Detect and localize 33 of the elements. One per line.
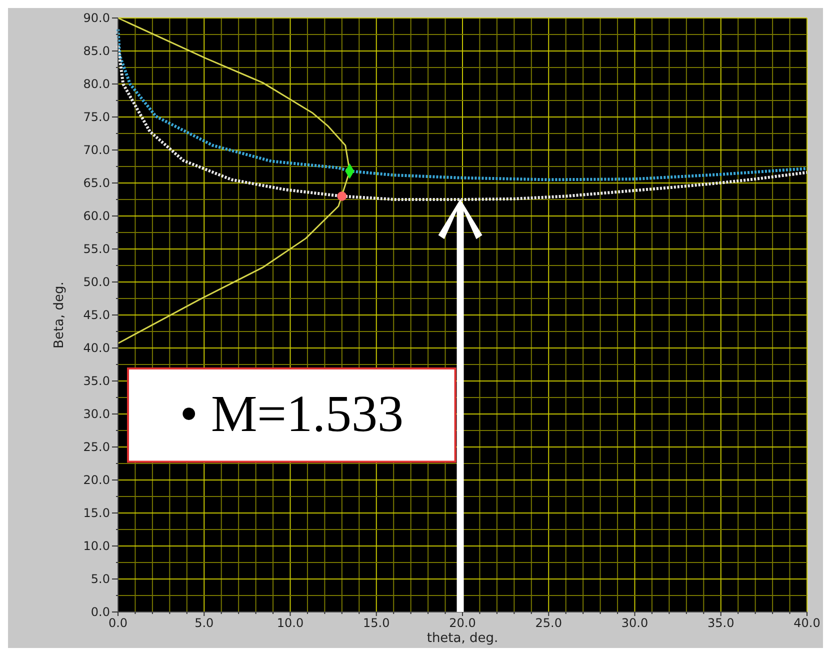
y-tick-label: 0.0 xyxy=(90,605,110,619)
x-tick-label: 25.0 xyxy=(535,616,562,630)
y-axis-title: Beta, deg. xyxy=(52,282,67,348)
y-tick-label: 90.0 xyxy=(83,11,110,25)
y-tick-label: 5.0 xyxy=(90,572,110,586)
y-tick-label: 25.0 xyxy=(83,440,110,454)
x-tick-label: 0.0 xyxy=(108,616,128,630)
y-tick-label: 75.0 xyxy=(83,110,110,124)
annotation: • M=1.533 xyxy=(180,386,404,444)
y-tick-label: 60.0 xyxy=(83,209,110,223)
y-tick-label: 55.0 xyxy=(83,242,110,256)
x-tick-label: 20.0 xyxy=(449,616,476,630)
x-tick-label: 10.0 xyxy=(276,616,304,630)
x-tick-label: 40.0 xyxy=(794,616,820,630)
line-series xyxy=(116,28,808,182)
y-tick-label: 45.0 xyxy=(83,308,110,322)
y-tick-label: 30.0 xyxy=(83,407,110,421)
y-tick-label: 15.0 xyxy=(83,506,110,520)
y-tick-label: 20.0 xyxy=(83,473,110,487)
y-tick-label: 40.0 xyxy=(83,341,110,355)
y-tick-label: 85.0 xyxy=(83,44,110,58)
y-tick-label: 50.0 xyxy=(83,275,110,289)
x-tick-label: 15.0 xyxy=(363,616,390,630)
y-tick-label: 35.0 xyxy=(83,374,110,388)
x-axis-title: theta, deg. xyxy=(426,631,498,646)
x-tick-label: 30.0 xyxy=(621,616,648,630)
x-tick-label: 5.0 xyxy=(194,616,214,630)
y-tick-label: 65.0 xyxy=(83,176,110,190)
x-tick-label: 35.0 xyxy=(708,616,734,630)
y-tick-label: 70.0 xyxy=(83,143,110,157)
y-tick-label: 10.0 xyxy=(83,539,110,553)
line-series xyxy=(116,44,808,201)
y-tick-label: 80.0 xyxy=(83,77,110,91)
